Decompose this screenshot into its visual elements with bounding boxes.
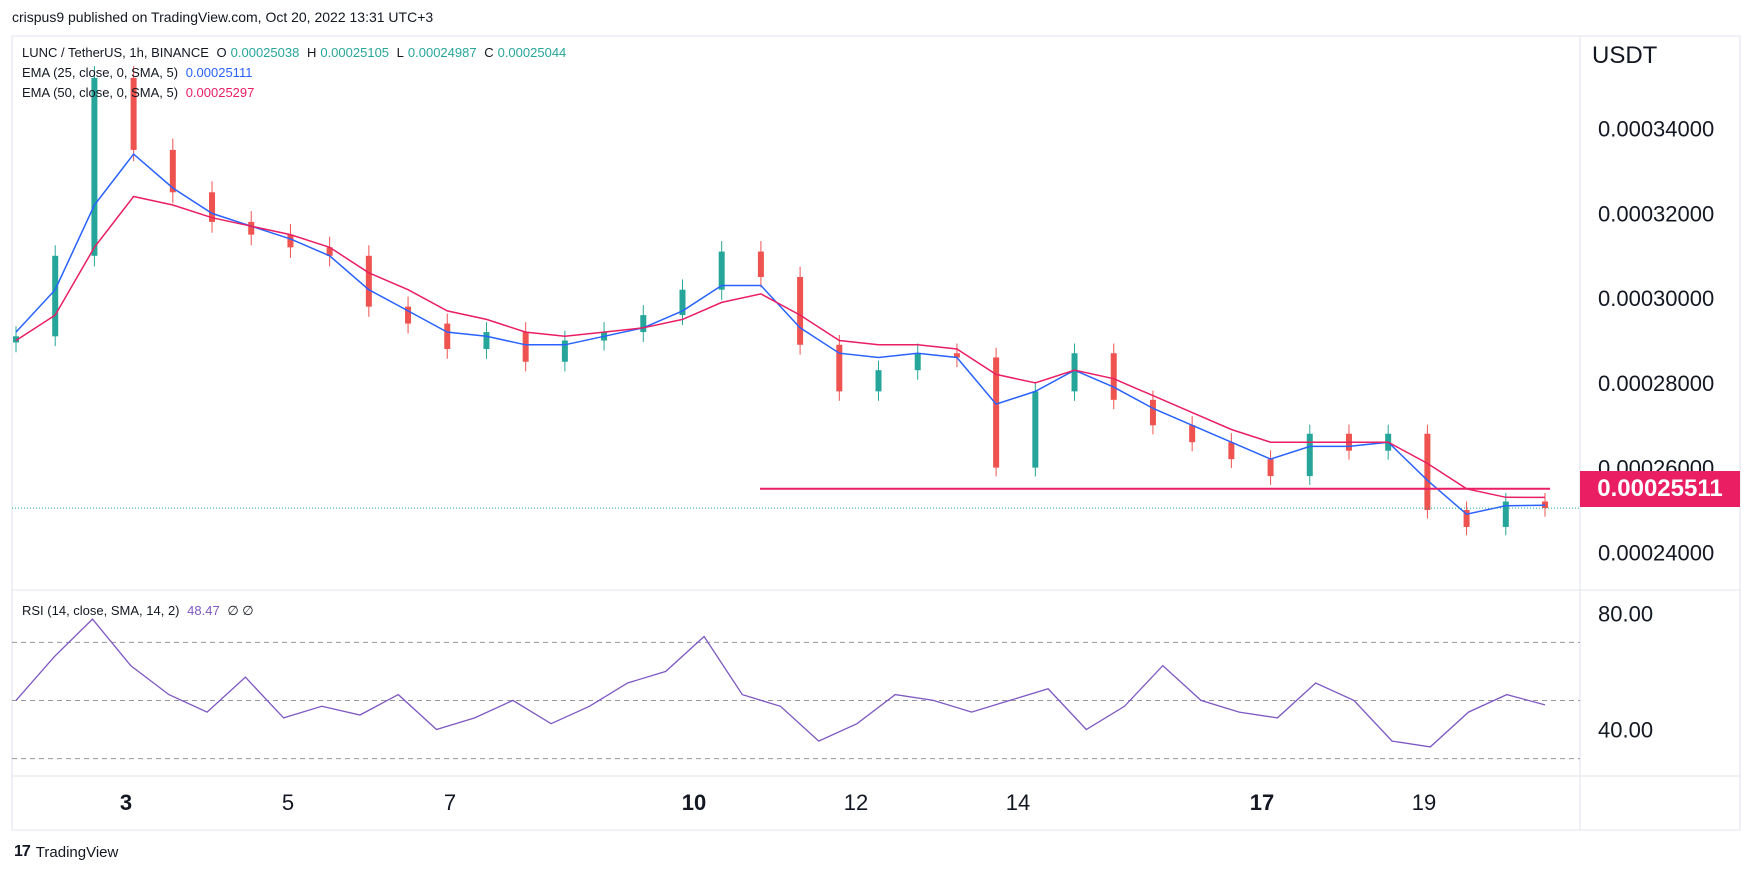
candle-body — [679, 289, 686, 316]
candle-body — [287, 234, 294, 248]
rsi-tick-label: 80.00 — [1598, 601, 1653, 626]
price-tick-label: 0.00034000 — [1598, 117, 1714, 142]
brand-name: TradingView — [35, 843, 119, 861]
close-label: C — [484, 45, 494, 60]
price-tick-label: 0.00030000 — [1598, 286, 1714, 311]
rsi-label: RSI (14, close, SMA, 14, 2) — [22, 603, 180, 618]
time-tick-label: 3 — [120, 790, 132, 815]
candle-body — [1502, 501, 1509, 527]
candle-body — [953, 353, 960, 358]
rsi-pane — [12, 618, 1580, 760]
ohlc-legend[interactable]: LUNC / TetherUS, 1h, BINANCE O 0.00025038… — [22, 45, 570, 60]
chart-frame — [11, 35, 1741, 831]
candle-body — [522, 332, 529, 362]
ema25-label: EMA (25, close, 0, SMA, 5) — [22, 65, 179, 80]
publisher-credit: crispus9 published on TradingView.com, O… — [12, 9, 434, 25]
candle-body — [1032, 391, 1039, 468]
tradingview-logo-icon: 17 — [14, 843, 31, 860]
footer-brand[interactable]: 17 TradingView — [14, 843, 118, 861]
candle-body — [483, 332, 490, 350]
symbol-label: LUNC / TetherUS, 1h, BINANCE — [22, 45, 209, 60]
candle-body — [52, 255, 59, 337]
rsi-legend[interactable]: RSI (14, close, SMA, 14, 2) 48.47 ∅ ∅ — [22, 603, 258, 619]
price-tick-label: 0.00024000 — [1598, 540, 1714, 565]
ema25-legend[interactable]: EMA (25, close, 0, SMA, 5) 0.00025111 — [22, 65, 256, 80]
rsi-value: 48.47 — [187, 603, 220, 618]
candle-body — [836, 344, 843, 392]
low-label: L — [396, 45, 404, 60]
candle-body — [1463, 509, 1470, 527]
price-axis: 0.000240000.000260000.000280000.00030000… — [1598, 117, 1714, 566]
rsi-line — [15, 618, 1546, 748]
low-value: 0.00024987 — [407, 45, 477, 60]
ema25-value: 0.00025111 — [185, 65, 253, 80]
open-value: 0.00025038 — [230, 45, 300, 60]
time-tick-label: 5 — [282, 790, 294, 815]
candle-body — [640, 315, 647, 333]
candle-body — [13, 336, 19, 343]
ema50-legend[interactable]: EMA (50, close, 0, SMA, 5) 0.00025297 — [22, 85, 258, 100]
candle-body — [130, 77, 137, 150]
current-price-label: 0.00025511 — [1580, 470, 1740, 507]
axis-unit-label[interactable]: USDT — [1592, 42, 1658, 69]
high-label: H — [306, 45, 317, 60]
candle-body — [326, 247, 333, 256]
candle-body — [91, 77, 98, 256]
candle-body — [914, 353, 921, 371]
high-value: 0.00025105 — [320, 45, 390, 60]
price-tick-label: 0.00032000 — [1598, 201, 1714, 226]
candle-body — [718, 251, 725, 290]
candle-body — [405, 306, 412, 324]
candle-body — [1542, 501, 1548, 509]
candle-body — [1424, 433, 1431, 510]
candle-body — [797, 276, 804, 345]
price-tick-label: 0.00028000 — [1598, 371, 1714, 396]
candle-body — [365, 255, 372, 307]
candle-body — [1110, 353, 1117, 400]
rsi-extra: ∅ ∅ — [227, 603, 254, 618]
time-tick-label: 14 — [1006, 790, 1030, 815]
candle-body — [875, 370, 882, 392]
candle-body — [248, 221, 255, 235]
candle-body — [209, 192, 216, 222]
ema50-label: EMA (50, close, 0, SMA, 5) — [22, 85, 179, 100]
candle-body — [169, 149, 176, 193]
rsi-axis: 40.00 80.00 — [1598, 601, 1653, 742]
time-tick-label: 12 — [844, 790, 868, 815]
time-tick-label: 7 — [444, 790, 456, 815]
candle-body — [993, 357, 1000, 468]
rsi-tick-label: 40.00 — [1598, 718, 1653, 743]
ema50-line — [15, 195, 1546, 499]
close-value: 0.00025044 — [497, 45, 567, 60]
candle-body — [1071, 353, 1078, 392]
candle-body — [1306, 433, 1313, 477]
time-tick-label: 10 — [682, 790, 706, 815]
candle-body — [561, 340, 568, 362]
candle-body — [1228, 442, 1235, 460]
price-pane — [12, 65, 1580, 536]
time-tick-label: 19 — [1412, 790, 1436, 815]
candle-body — [444, 323, 451, 350]
time-tick-label: 17 — [1250, 790, 1274, 815]
candle-body — [1189, 425, 1196, 443]
time-axis: 3 5 7 10 12 14 17 19 — [120, 790, 1436, 815]
chart-border — [11, 35, 1741, 831]
ema25-line — [15, 153, 1546, 516]
candle-body — [1149, 399, 1156, 426]
ema50-value: 0.00025297 — [185, 85, 255, 100]
candle-body — [757, 251, 764, 277]
candle-body — [1267, 459, 1274, 477]
open-label: O — [216, 45, 227, 60]
